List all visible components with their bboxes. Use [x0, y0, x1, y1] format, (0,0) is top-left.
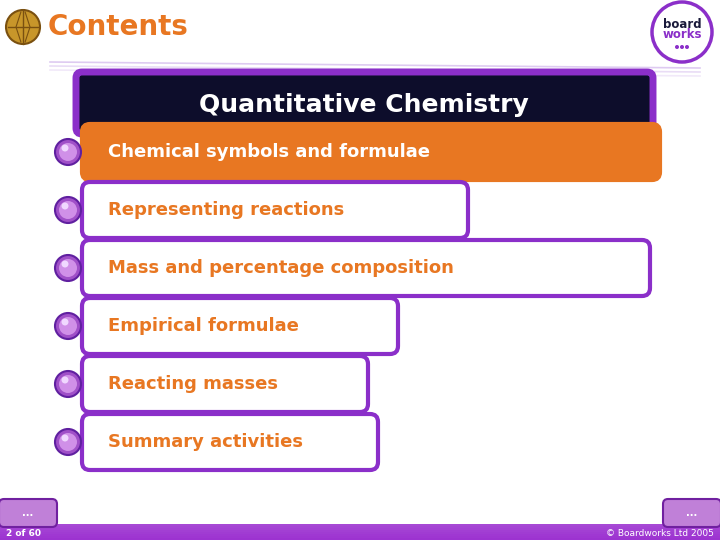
Circle shape [6, 10, 40, 44]
FancyBboxPatch shape [0, 526, 720, 528]
Text: Representing reactions: Representing reactions [108, 201, 344, 219]
Circle shape [59, 143, 77, 161]
FancyBboxPatch shape [82, 414, 378, 470]
Circle shape [55, 139, 81, 165]
Text: 2 of 60: 2 of 60 [6, 529, 41, 537]
Text: works: works [662, 29, 702, 42]
Text: Contents: Contents [48, 13, 189, 41]
Circle shape [61, 376, 68, 383]
Circle shape [61, 202, 68, 210]
FancyBboxPatch shape [0, 524, 720, 540]
FancyBboxPatch shape [82, 356, 368, 412]
Circle shape [685, 45, 689, 49]
Circle shape [55, 429, 81, 455]
Text: Empirical formulae: Empirical formulae [108, 317, 299, 335]
Circle shape [59, 317, 77, 335]
Circle shape [675, 45, 679, 49]
Text: Quantitative Chemistry: Quantitative Chemistry [199, 93, 529, 117]
Text: board: board [662, 17, 701, 30]
FancyBboxPatch shape [82, 124, 660, 180]
FancyBboxPatch shape [82, 182, 468, 238]
Text: Summary activities: Summary activities [108, 433, 303, 451]
Text: Reacting masses: Reacting masses [108, 375, 278, 393]
FancyBboxPatch shape [0, 499, 57, 527]
Circle shape [61, 260, 68, 267]
FancyBboxPatch shape [0, 524, 720, 526]
FancyBboxPatch shape [76, 72, 653, 134]
Text: Chemical symbols and formulae: Chemical symbols and formulae [108, 143, 430, 161]
FancyBboxPatch shape [82, 240, 650, 296]
Circle shape [61, 319, 68, 326]
Text: ...: ... [22, 508, 34, 518]
Circle shape [652, 2, 712, 62]
Circle shape [55, 255, 81, 281]
Circle shape [59, 201, 77, 219]
Circle shape [61, 145, 68, 152]
Circle shape [680, 45, 684, 49]
Circle shape [59, 375, 77, 393]
Text: Mass and percentage composition: Mass and percentage composition [108, 259, 454, 277]
Circle shape [55, 371, 81, 397]
FancyBboxPatch shape [0, 532, 720, 534]
Circle shape [55, 313, 81, 339]
Text: © Boardworks Ltd 2005: © Boardworks Ltd 2005 [606, 529, 714, 537]
Circle shape [55, 197, 81, 223]
FancyBboxPatch shape [663, 499, 720, 527]
Text: ...: ... [686, 508, 698, 518]
FancyBboxPatch shape [82, 298, 398, 354]
Circle shape [59, 259, 77, 277]
FancyBboxPatch shape [0, 528, 720, 530]
Circle shape [61, 435, 68, 442]
Circle shape [59, 433, 77, 451]
FancyBboxPatch shape [0, 530, 720, 532]
